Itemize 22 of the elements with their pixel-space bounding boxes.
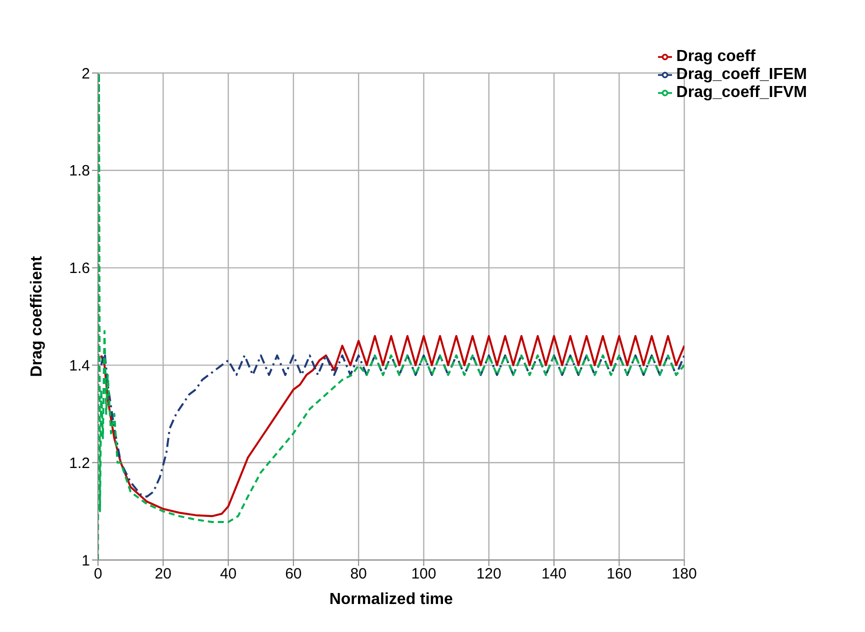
- x-tick-label: 60: [285, 566, 302, 583]
- y-tick-label: 1.8: [69, 162, 90, 180]
- y-tick-label: 1.2: [69, 454, 90, 472]
- x-tick-label: 40: [220, 566, 237, 583]
- x-tick-label: 100: [411, 566, 436, 583]
- legend-label: Drag coeff: [676, 48, 756, 65]
- line-series: [100, 334, 684, 518]
- y-tick-label: 1: [82, 552, 90, 570]
- x-tick-label: 120: [476, 566, 502, 583]
- y-tick-label: 2: [82, 65, 90, 82]
- x-tick-label: 160: [606, 566, 632, 583]
- x-tick-label: 140: [541, 566, 567, 583]
- x-tick-label: 0: [94, 566, 102, 583]
- x-tick-label: 80: [350, 566, 367, 583]
- x-tick-label: 180: [672, 566, 697, 583]
- x-tick-label: 20: [154, 566, 172, 583]
- x-axis-title: Normalized time: [329, 591, 454, 608]
- y-axis-title: Drag coefficient: [28, 255, 46, 377]
- y-tick-label: 1.6: [69, 260, 90, 278]
- legend-label: Drag_coeff_IFEM: [676, 66, 807, 83]
- legend-label: Drag_coeff_IFVM: [676, 84, 807, 101]
- y-tick-label: 1.4: [69, 358, 90, 375]
